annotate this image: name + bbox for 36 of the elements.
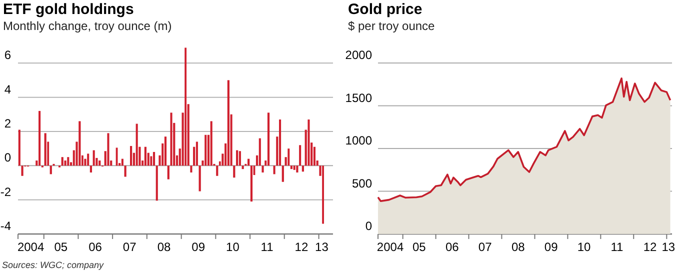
- x-tick-label: 12: [643, 240, 658, 254]
- x-tick-label: 2004: [17, 240, 44, 254]
- x-tick-label: 11: [260, 240, 274, 254]
- x-tick-label: 13: [315, 240, 329, 254]
- x-tick-label: 2004: [376, 240, 404, 254]
- x-tick-label: 09: [544, 240, 558, 254]
- x-tick-label: 11: [610, 240, 624, 254]
- chart-subtitle: $ per troy ounce: [348, 19, 436, 33]
- x-tick-label: 08: [157, 240, 172, 254]
- y-tick-label: 2000: [345, 48, 372, 62]
- source-note: Sources: WGC; company: [2, 260, 104, 270]
- y-tick-label: 2: [4, 116, 12, 130]
- x-tick-label: 06: [445, 240, 460, 254]
- x-tick-label: 12: [294, 240, 308, 254]
- y-tick-label: -4: [0, 219, 12, 233]
- y-tick-label: 1000: [345, 134, 372, 148]
- x-tick-label: 06: [88, 240, 102, 254]
- x-tick-label: 07: [478, 240, 492, 254]
- x-tick-label: 08: [511, 240, 526, 254]
- x-tick-label: 13: [662, 240, 676, 254]
- y-tick-label: 0: [4, 150, 12, 165]
- x-tick-label: 09: [192, 240, 206, 254]
- y-tick-label: -2: [0, 184, 12, 199]
- y-tick-label: 6: [4, 48, 12, 62]
- x-tick-label: 10: [577, 240, 592, 254]
- chart-subtitle: Monthly change, troy ounce (m): [3, 19, 172, 33]
- y-tick-label: 1500: [345, 90, 372, 105]
- x-tick-label: 05: [54, 240, 68, 254]
- x-tick-label: 07: [122, 240, 137, 254]
- x-tick-label: 05: [412, 240, 426, 254]
- chart-title: Gold price: [348, 1, 422, 18]
- y-tick-label: 500: [352, 176, 372, 190]
- x-tick-label: 10: [226, 240, 240, 254]
- chart-title: ETF gold holdings: [3, 1, 134, 18]
- y-tick-label: 4: [4, 82, 12, 96]
- y-tick-label: 0: [365, 219, 372, 233]
